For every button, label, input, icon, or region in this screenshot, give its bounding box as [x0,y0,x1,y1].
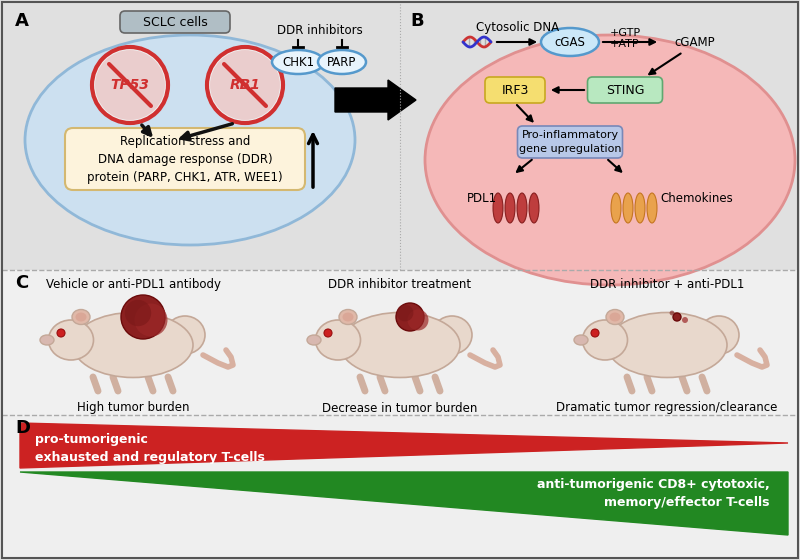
Circle shape [670,311,674,315]
Circle shape [397,305,414,321]
Polygon shape [20,423,788,468]
Text: +ATP: +ATP [610,39,640,49]
Ellipse shape [699,316,739,354]
Text: Chemokines: Chemokines [660,192,733,204]
Circle shape [92,47,168,123]
FancyBboxPatch shape [485,77,545,103]
FancyBboxPatch shape [587,77,662,103]
Ellipse shape [425,35,795,285]
Ellipse shape [272,50,324,74]
Ellipse shape [635,193,645,223]
Text: D: D [15,419,30,437]
Text: C: C [15,274,28,292]
Ellipse shape [517,193,527,223]
FancyBboxPatch shape [120,11,230,33]
Circle shape [682,317,688,323]
Ellipse shape [73,312,193,377]
Text: cGAMP: cGAMP [674,35,715,49]
Text: PDL1: PDL1 [467,192,497,204]
Text: STING: STING [606,83,644,96]
Text: anti-tumorigenic CD8+ cytotoxic,
memory/effector T-cells: anti-tumorigenic CD8+ cytotoxic, memory/… [538,478,770,509]
Text: Vehicle or anti-PDL1 antibody: Vehicle or anti-PDL1 antibody [46,278,221,291]
Circle shape [407,310,429,330]
Circle shape [210,50,280,120]
Circle shape [121,295,165,339]
Ellipse shape [647,193,657,223]
Text: Pro-inflammatory
gene upregulation: Pro-inflammatory gene upregulation [518,130,622,153]
Text: Cytosolic DNA: Cytosolic DNA [476,21,559,35]
Text: SCLC cells: SCLC cells [142,16,207,29]
Ellipse shape [49,320,94,360]
Ellipse shape [574,335,588,345]
Ellipse shape [342,312,354,321]
Ellipse shape [493,193,503,223]
Polygon shape [335,80,416,120]
Text: DDR inhibitor treatment: DDR inhibitor treatment [329,278,471,291]
Bar [2,415,798,558]
Ellipse shape [339,310,357,324]
Polygon shape [20,472,788,535]
Ellipse shape [582,320,627,360]
Text: IRF3: IRF3 [502,83,529,96]
Ellipse shape [610,312,621,321]
Ellipse shape [72,310,90,324]
FancyBboxPatch shape [518,126,622,158]
Ellipse shape [606,310,624,324]
Ellipse shape [40,335,54,345]
Text: TP53: TP53 [110,78,150,92]
Text: A: A [15,12,29,30]
Circle shape [324,329,332,337]
Ellipse shape [25,35,355,245]
Circle shape [591,329,599,337]
Circle shape [57,329,65,337]
Text: Decrease in tumor burden: Decrease in tumor burden [322,402,478,414]
Text: Replication stress and
DNA damage response (DDR)
protein (PARP, CHK1, ATR, WEE1): Replication stress and DNA damage respon… [87,136,283,184]
Circle shape [207,47,283,123]
Circle shape [95,50,165,120]
Ellipse shape [611,193,621,223]
Circle shape [673,313,681,321]
Ellipse shape [165,316,205,354]
Text: CHK1: CHK1 [282,55,314,68]
Ellipse shape [529,193,539,223]
FancyBboxPatch shape [65,128,305,190]
Text: pro-tumorigenic
exhausted and regulatory T-cells: pro-tumorigenic exhausted and regulatory… [35,433,265,464]
Text: PARP: PARP [327,55,357,68]
Ellipse shape [541,28,599,56]
Ellipse shape [315,320,361,360]
Ellipse shape [75,312,86,321]
Text: +GTP: +GTP [610,28,641,38]
Bar [2,270,798,415]
Text: High tumor burden: High tumor burden [77,402,190,414]
Text: RB1: RB1 [230,78,261,92]
Ellipse shape [607,312,727,377]
Circle shape [125,300,151,326]
Circle shape [396,303,424,331]
Text: DDR inhibitors: DDR inhibitors [277,24,363,36]
Ellipse shape [623,193,633,223]
Text: cGAS: cGAS [554,35,586,49]
Text: B: B [410,12,424,30]
Ellipse shape [318,50,366,74]
Ellipse shape [505,193,515,223]
Text: DDR inhibitor + anti-PDL1: DDR inhibitor + anti-PDL1 [590,278,744,291]
Circle shape [134,304,167,337]
Ellipse shape [340,312,460,377]
Text: Dramatic tumor regression/clearance: Dramatic tumor regression/clearance [556,402,778,414]
Ellipse shape [307,335,321,345]
Ellipse shape [432,316,472,354]
